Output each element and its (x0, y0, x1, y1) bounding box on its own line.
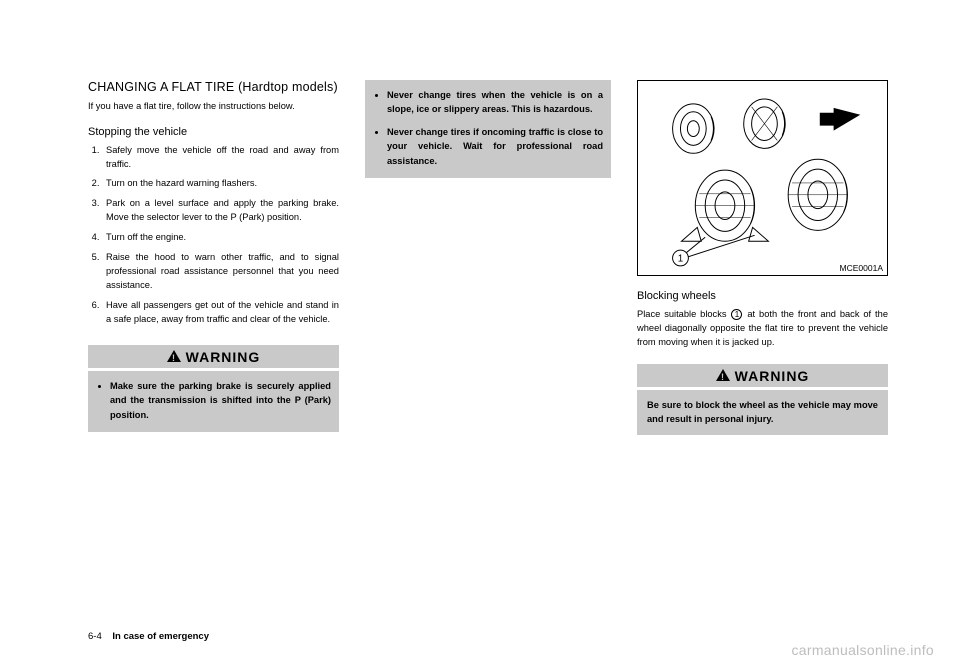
svg-text:!: ! (172, 353, 176, 362)
step-item: Turn on the hazard warning flashers. (102, 177, 339, 191)
watermark-text: carmanualsonline.info (792, 642, 935, 658)
warning-label: WARNING (735, 368, 810, 384)
circled-one-icon: 1 (731, 309, 742, 320)
figure-code: MCE0001A (840, 263, 883, 273)
svg-text:!: ! (721, 372, 725, 381)
blocking-paragraph: Place suitable blocks 1 at both the fron… (637, 308, 888, 350)
warning-body: Be sure to block the wheel as the vehicl… (637, 390, 888, 435)
warning-item: Never change tires if oncoming traffic i… (387, 125, 603, 168)
warning-block-blocking: ! WARNING Be sure to block the wheel as … (637, 364, 888, 435)
warning-header: ! WARNING (637, 364, 888, 387)
warning-body: Make sure the parking brake is securely … (88, 371, 339, 432)
page-container: CHANGING A FLAT TIRE (Hardtop models) If… (0, 0, 960, 664)
warning-body-tire-change: Never change tires when the vehicle is o… (365, 80, 611, 178)
blocking-pre: Place suitable blocks (637, 309, 730, 319)
page-footer: 6-4 In case of emergency (88, 631, 209, 642)
column-1: CHANGING A FLAT TIRE (Hardtop models) If… (88, 80, 339, 644)
section-name: In case of emergency (112, 631, 209, 642)
stopping-steps-list: Safely move the vehicle off the road and… (88, 144, 339, 333)
warning-header: ! WARNING (88, 345, 339, 368)
warning-block-parking-brake: ! WARNING Make sure the parking brake is… (88, 345, 339, 432)
column-2: Never change tires when the vehicle is o… (365, 80, 611, 644)
subhead-stopping: Stopping the vehicle (88, 126, 339, 138)
tires-diagram-icon: 1 (638, 81, 887, 275)
step-item: Safely move the vehicle off the road and… (102, 144, 339, 172)
subhead-blocking: Blocking wheels (637, 290, 888, 302)
warning-item: Never change tires when the vehicle is o… (387, 88, 603, 117)
section-title: CHANGING A FLAT TIRE (Hardtop models) (88, 80, 339, 96)
step-item: Have all passengers get out of the vehic… (102, 299, 339, 327)
warning-text: Make sure the parking brake is securely … (110, 379, 331, 422)
warning-triangle-icon: ! (167, 350, 181, 364)
intro-paragraph: If you have a flat tire, follow the inst… (88, 100, 339, 114)
step-item: Turn off the engine. (102, 231, 339, 245)
step-item: Raise the hood to warn other traffic, an… (102, 251, 339, 293)
step-item: Park on a level surface and apply the pa… (102, 197, 339, 225)
callout-number: 1 (678, 253, 683, 264)
figure-blocking-wheels: 1 MCE0001A (637, 80, 888, 276)
arrow-icon (820, 108, 861, 131)
page-number: 6-4 (88, 631, 102, 642)
warning-label: WARNING (186, 349, 261, 365)
warning-triangle-icon: ! (716, 369, 730, 383)
column-3: 1 MCE0001A Blocking wheels Place suitabl… (637, 80, 888, 644)
